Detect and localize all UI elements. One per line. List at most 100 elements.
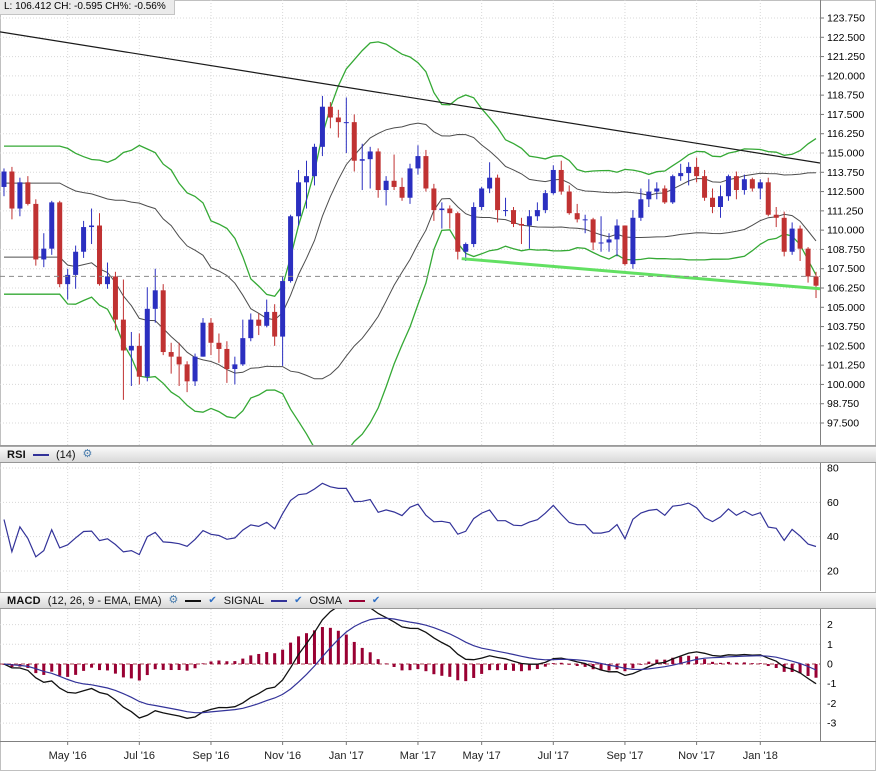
candle-body <box>678 173 684 177</box>
osma-bar <box>392 664 396 667</box>
candle-body <box>765 182 771 215</box>
price-axis-label: 118.750 <box>827 90 864 102</box>
candle-body <box>120 319 126 351</box>
candle-body <box>710 197 716 207</box>
grid-layer <box>0 0 820 741</box>
rsi-axis-label: 20 <box>827 566 839 578</box>
osma-bar <box>384 663 388 665</box>
osma-bar <box>368 652 372 664</box>
osma-bar <box>448 664 452 677</box>
candle-body <box>176 356 182 365</box>
price-axis-label: 120.000 <box>827 70 865 82</box>
price-axis-label: 122.500 <box>827 32 865 44</box>
osma-bar <box>814 664 818 678</box>
osma-bar <box>137 664 141 681</box>
candle-body <box>49 202 55 249</box>
osma-bar <box>273 653 277 664</box>
osma-bar <box>113 664 117 674</box>
macd-line-swatch <box>185 599 202 602</box>
osma-bar <box>257 653 261 664</box>
price-axis-label: 113.750 <box>827 167 864 179</box>
time-axis-label: Jan '17 <box>329 750 364 762</box>
macd-title: MACD <box>7 594 41 607</box>
candle-body <box>471 207 477 245</box>
osma-bar <box>511 664 515 671</box>
osma-bar <box>249 655 253 664</box>
osma-bar <box>726 661 730 664</box>
osma-bar <box>695 656 699 664</box>
osma-bar <box>703 659 707 664</box>
osma-bar <box>66 664 70 677</box>
candle-body <box>144 308 150 377</box>
price-axis-label: 97.500 <box>827 418 859 430</box>
macd-axis-label: -2 <box>827 698 836 710</box>
candle-body <box>104 276 110 285</box>
candle-body <box>510 210 516 224</box>
candle-body <box>343 122 349 124</box>
candle-body <box>558 169 564 192</box>
candle-body <box>813 276 819 286</box>
candle-body <box>662 188 668 203</box>
price-axis-label: 107.500 <box>827 263 865 275</box>
candle-body <box>518 223 524 226</box>
price-axis-label: 121.250 <box>827 51 865 63</box>
price-axis-label: 112.500 <box>827 186 864 198</box>
candle-body <box>630 217 636 265</box>
band-outer-upper-line <box>4 41 817 298</box>
candle-body <box>399 186 405 198</box>
candle-body <box>351 122 357 161</box>
macd-line-checkbox[interactable]: ✔ <box>208 594 217 606</box>
osma-label: OSMA <box>309 594 342 607</box>
rsi-panel-header: RSI (14) ⚙ <box>0 446 876 463</box>
osma-bar <box>551 663 555 664</box>
osma-bar <box>750 663 754 664</box>
candle-body <box>224 348 230 369</box>
time-axis-label: May '17 <box>463 750 501 762</box>
osma-checkbox[interactable]: ✔ <box>371 594 381 606</box>
osma-bar <box>496 664 500 671</box>
osma-bar <box>806 664 810 676</box>
osma-bar <box>185 664 189 671</box>
rsi-settings-icon[interactable]: ⚙ <box>82 448 93 460</box>
osma-bar <box>687 655 691 664</box>
osma-bar <box>153 664 157 670</box>
candle-body <box>128 345 134 351</box>
candle-body <box>152 290 158 309</box>
osma-bar <box>583 664 587 667</box>
candle-body <box>304 176 310 183</box>
candle-body <box>622 225 628 265</box>
candle-body <box>686 166 692 174</box>
trendline-support <box>461 257 820 291</box>
osma-bar <box>408 664 412 671</box>
osma-bar <box>169 664 173 671</box>
osma-bar <box>472 664 476 678</box>
osma-bar <box>559 662 563 664</box>
price-axis-label: 116.250 <box>827 128 864 140</box>
osma-bar <box>766 664 770 667</box>
candle-body <box>25 182 31 204</box>
osma-bar <box>639 664 643 665</box>
osma-bar <box>312 630 316 664</box>
candle-body <box>248 319 254 339</box>
osma-bar <box>360 647 364 664</box>
price-axis-label: 115.000 <box>827 148 864 160</box>
osma-bar <box>281 649 285 664</box>
candle-body <box>335 117 341 123</box>
signal-checkbox[interactable]: ✔ <box>294 594 303 606</box>
candle-body <box>526 216 532 226</box>
osma-bar <box>305 633 309 664</box>
candle-body <box>694 166 700 177</box>
osma-bar <box>655 659 659 664</box>
osma-bar <box>440 664 444 676</box>
candle-body <box>136 345 142 377</box>
macd-settings-icon[interactable]: ⚙ <box>168 594 179 606</box>
macd-axis-label: 2 <box>827 619 833 631</box>
candle-body <box>733 176 739 191</box>
candle-body <box>319 106 325 147</box>
candle-body <box>17 182 23 209</box>
candle-body <box>367 151 373 160</box>
candle-body <box>200 322 206 357</box>
osma-bar <box>121 664 125 678</box>
